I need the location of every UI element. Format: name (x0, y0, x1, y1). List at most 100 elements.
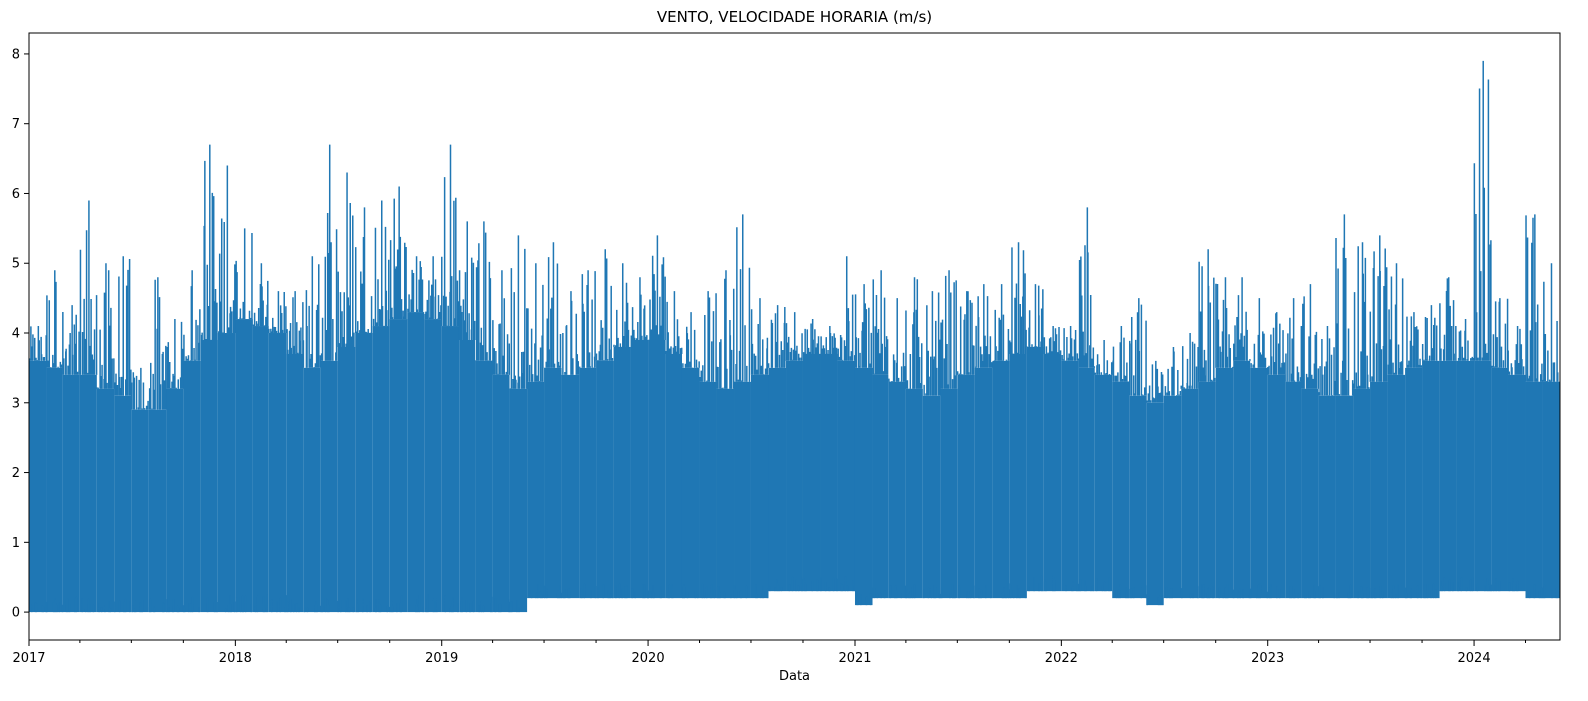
series-spikes-2020-11 (820, 326, 838, 592)
series-spikes-2021-07 (956, 291, 975, 599)
series-spikes-2022-01 (1061, 326, 1080, 592)
x-tick-label: 2018 (219, 651, 252, 666)
x-tick-label: 2019 (425, 651, 458, 666)
series-band-2023-01 (1267, 374, 1286, 599)
y-tick-label: 2 (12, 466, 20, 481)
series-spikes-2019-06 (527, 263, 544, 599)
series-band-2019-04 (492, 374, 510, 613)
series-spikes-2023-02 (1285, 298, 1302, 599)
series-band-2017-03 (62, 374, 80, 613)
series-band-2017-01 (29, 360, 47, 613)
series-band-2022-02 (1078, 367, 1095, 592)
chart-title: VENTO, VELOCIDADE HORARIA (m/s) (657, 8, 932, 26)
series-band-2019-07 (544, 367, 562, 599)
series-spikes-2019-01 (441, 144, 460, 613)
series-spikes-2023-04 (1318, 326, 1336, 599)
series-spikes-2024-05 (1542, 263, 1561, 599)
series-band-2017-05 (96, 388, 115, 613)
series-band-2021-07 (957, 374, 975, 599)
series-spikes-2017-05 (96, 263, 115, 613)
series-spikes-2023-08 (1387, 263, 1404, 599)
series-spikes-2022-06 (1146, 360, 1164, 606)
series-band-2021-12 (1043, 353, 1062, 592)
series-band-2019-02 (459, 339, 476, 613)
series-spikes-2020-05 (716, 270, 735, 599)
series-spikes-2022-03 (1094, 339, 1113, 592)
series-band-2023-04 (1318, 395, 1336, 599)
series-band-2017-07 (131, 409, 149, 613)
series-spikes-2019-04 (492, 270, 511, 613)
series-band-2024-04 (1525, 381, 1543, 599)
series-band-2020-03 (681, 367, 700, 599)
series-band-2022-10 (1215, 367, 1234, 599)
series-layer (28, 60, 1561, 613)
x-tick-label: 2024 (1458, 651, 1491, 666)
series-band-2021-08 (974, 367, 993, 599)
series-spikes-2023-07 (1369, 235, 1388, 599)
series-band-2023-02 (1285, 381, 1302, 599)
series-band-2019-06 (527, 381, 545, 599)
series-spikes-2019-02 (458, 221, 476, 613)
series-band-2017-09 (166, 388, 184, 613)
series-band-2018-06 (320, 360, 338, 613)
series-band-2023-05 (1335, 395, 1354, 599)
series-band-2023-08 (1387, 374, 1406, 599)
series-spikes-2022-02 (1078, 207, 1096, 592)
series-spikes-2021-02 (871, 270, 889, 599)
series-band-2019-03 (475, 360, 493, 613)
series-spikes-2017-03 (61, 305, 80, 613)
series-band-2021-11 (1026, 346, 1044, 592)
series-band-2022-08 (1181, 388, 1199, 599)
series-band-2021-10 (1009, 353, 1027, 599)
series-spikes-2022-08 (1180, 333, 1199, 599)
series-spikes-2018-07 (337, 172, 355, 613)
series-spikes-2020-07 (750, 298, 769, 599)
series-spikes-2020-01 (647, 235, 666, 599)
series-band-2019-01 (441, 326, 460, 613)
series-band-2018-01 (235, 319, 253, 613)
series-band-2022-05 (1129, 395, 1147, 599)
series-band-2020-08 (768, 367, 787, 592)
series-spikes-2018-08 (354, 207, 373, 613)
series-spikes-2018-04 (286, 291, 304, 613)
series-spikes-2021-04 (905, 277, 923, 599)
series-band-2022-03 (1094, 374, 1113, 592)
series-band-2022-12 (1250, 367, 1268, 599)
series-band-2020-12 (837, 360, 855, 592)
series-band-2017-08 (148, 409, 167, 613)
y-tick-label: 0 (12, 606, 20, 621)
series-band-2017-11 (200, 339, 218, 613)
series-spikes-2021-06 (939, 270, 957, 599)
series-band-2018-05 (303, 367, 321, 613)
y-tick-label: 6 (12, 187, 20, 202)
series-band-2019-09 (579, 367, 597, 599)
series-spikes-2017-10 (182, 270, 201, 613)
series-spikes-2023-05 (1335, 214, 1354, 599)
series-spikes-2022-04 (1112, 326, 1130, 599)
x-tick-label: 2021 (838, 651, 871, 666)
series-spikes-2019-09 (578, 270, 597, 599)
series-spikes-2019-08 (560, 291, 580, 599)
y-tick-label: 5 (12, 257, 20, 272)
x-tick-label: 2020 (632, 651, 665, 666)
series-band-2018-10 (389, 319, 408, 613)
series-band-2024-01 (1474, 360, 1492, 592)
y-tick-label: 7 (12, 117, 20, 132)
series-spikes-2017-08 (148, 277, 167, 613)
series-spikes-2022-10 (1215, 277, 1234, 599)
series-band-2019-10 (596, 360, 614, 599)
x-tick-label: 2017 (12, 651, 45, 666)
series-band-2018-12 (424, 319, 442, 613)
series-band-2024-02 (1491, 367, 1508, 592)
series-band-2017-02 (46, 367, 63, 613)
x-axis-ticks: 2017 2018 2019 2020 2021 2022 2023 2024 (12, 640, 1527, 666)
series-spikes-2022-07 (1163, 346, 1182, 599)
series-band-2017-12 (217, 333, 236, 613)
series-band-2023-10 (1422, 360, 1440, 599)
series-spikes-2020-09 (785, 312, 804, 592)
series-spikes-2018-09 (372, 200, 390, 613)
series-band-2018-11 (407, 312, 425, 613)
series-spikes-2017-11 (200, 144, 218, 613)
series-band-2020-10 (802, 353, 821, 592)
